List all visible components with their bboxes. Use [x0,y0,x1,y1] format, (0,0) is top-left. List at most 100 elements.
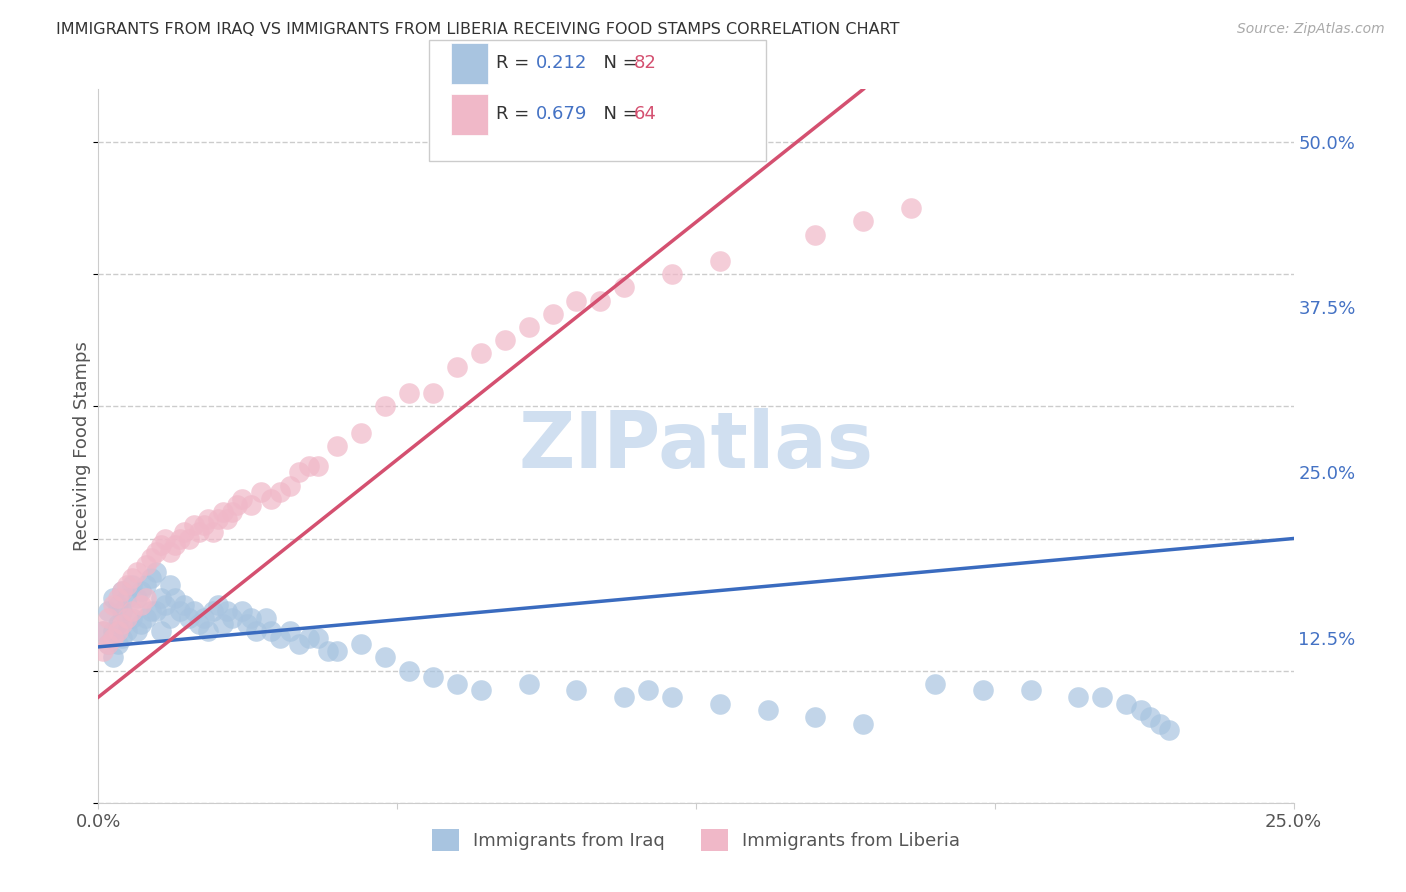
Point [97,604,120,618]
Point [231,604,253,618]
Text: 0.212: 0.212 [536,54,588,72]
Point [135,578,157,592]
Point [111,617,134,632]
Point [163,538,186,552]
Point [517,320,540,334]
Point [111,631,134,645]
Point [231,491,253,506]
Point [1067,690,1090,704]
Point [155,598,177,612]
Point [221,611,243,625]
Point [804,710,827,724]
Point [149,624,172,638]
Text: R =: R = [496,105,536,123]
Point [139,551,162,566]
Point [193,611,215,625]
Point [374,650,396,665]
Point [298,631,321,645]
Point [179,611,201,625]
Point [278,624,301,638]
Point [193,518,215,533]
Point [326,439,349,453]
Point [91,644,114,658]
Point [661,690,683,704]
Point [173,598,195,612]
Text: 82: 82 [634,54,657,72]
Point [125,591,148,605]
Text: R =: R = [496,54,536,72]
Point [517,677,540,691]
Point [709,697,731,711]
Point [307,458,329,473]
Point [135,611,157,625]
Point [135,558,157,572]
Point [226,499,249,513]
Text: 64: 64 [634,105,657,123]
Point [101,631,124,645]
Point [852,716,875,731]
Point [121,604,143,618]
Point [637,683,659,698]
Point [197,511,219,525]
Point [900,201,922,215]
Point [111,584,134,599]
Point [163,591,186,605]
Point [446,677,468,691]
Point [613,280,636,294]
Point [202,524,225,539]
Point [111,584,134,599]
Point [121,578,143,592]
Point [1149,716,1171,731]
Point [269,631,291,645]
Point [107,617,129,632]
Point [115,578,138,592]
Point [852,214,875,228]
Point [494,333,516,347]
Point [259,624,281,638]
Point [149,591,172,605]
Point [470,683,492,698]
Point [121,571,143,585]
Point [131,617,153,632]
Text: ZIPatlas: ZIPatlas [519,408,873,484]
Point [613,690,636,704]
Point [589,293,612,308]
Point [422,386,444,401]
Point [202,604,225,618]
Point [235,617,257,632]
Point [217,511,239,525]
Point [259,491,281,506]
Point [1115,697,1137,711]
Point [316,644,339,658]
Point [107,591,129,605]
Point [155,532,177,546]
Point [288,466,311,480]
Point [1139,710,1161,724]
Text: N =: N = [592,54,644,72]
Point [250,485,273,500]
Point [756,703,779,717]
Point [374,400,396,414]
Point [207,511,229,525]
Point [661,267,683,281]
Point [139,604,162,618]
Point [101,598,124,612]
Legend: Immigrants from Iraq, Immigrants from Liberia: Immigrants from Iraq, Immigrants from Li… [425,822,967,858]
Point [245,624,267,638]
Point [446,359,468,374]
Point [115,624,138,638]
Point [307,631,329,645]
Point [398,386,420,401]
Point [269,485,291,500]
Point [972,683,994,698]
Point [254,611,277,625]
Point [107,624,129,638]
Point [139,571,162,585]
Point [121,611,143,625]
Point [350,637,373,651]
Text: IMMIGRANTS FROM IRAQ VS IMMIGRANTS FROM LIBERIA RECEIVING FOOD STAMPS CORRELATIO: IMMIGRANTS FROM IRAQ VS IMMIGRANTS FROM … [56,22,900,37]
Point [107,598,129,612]
Point [107,637,129,651]
Point [565,293,588,308]
Point [398,664,420,678]
